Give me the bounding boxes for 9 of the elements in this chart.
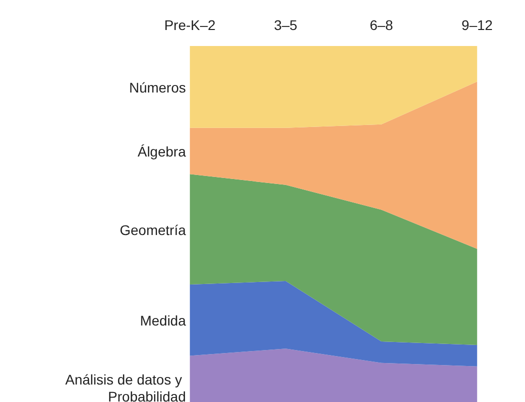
x-tick-label: 9–12 <box>462 17 493 33</box>
x-tick-label: 6–8 <box>370 17 394 33</box>
x-tick-label: Pre-K–2 <box>164 17 216 33</box>
series-label: Geometría <box>120 222 186 238</box>
series-label: Álgebra <box>138 144 186 160</box>
series-label: Medida <box>140 312 186 329</box>
series-label: Análisis de datos y Probabilidad <box>65 371 186 402</box>
x-tick-label: 3–5 <box>274 17 298 33</box>
series-label: Números <box>129 79 186 96</box>
